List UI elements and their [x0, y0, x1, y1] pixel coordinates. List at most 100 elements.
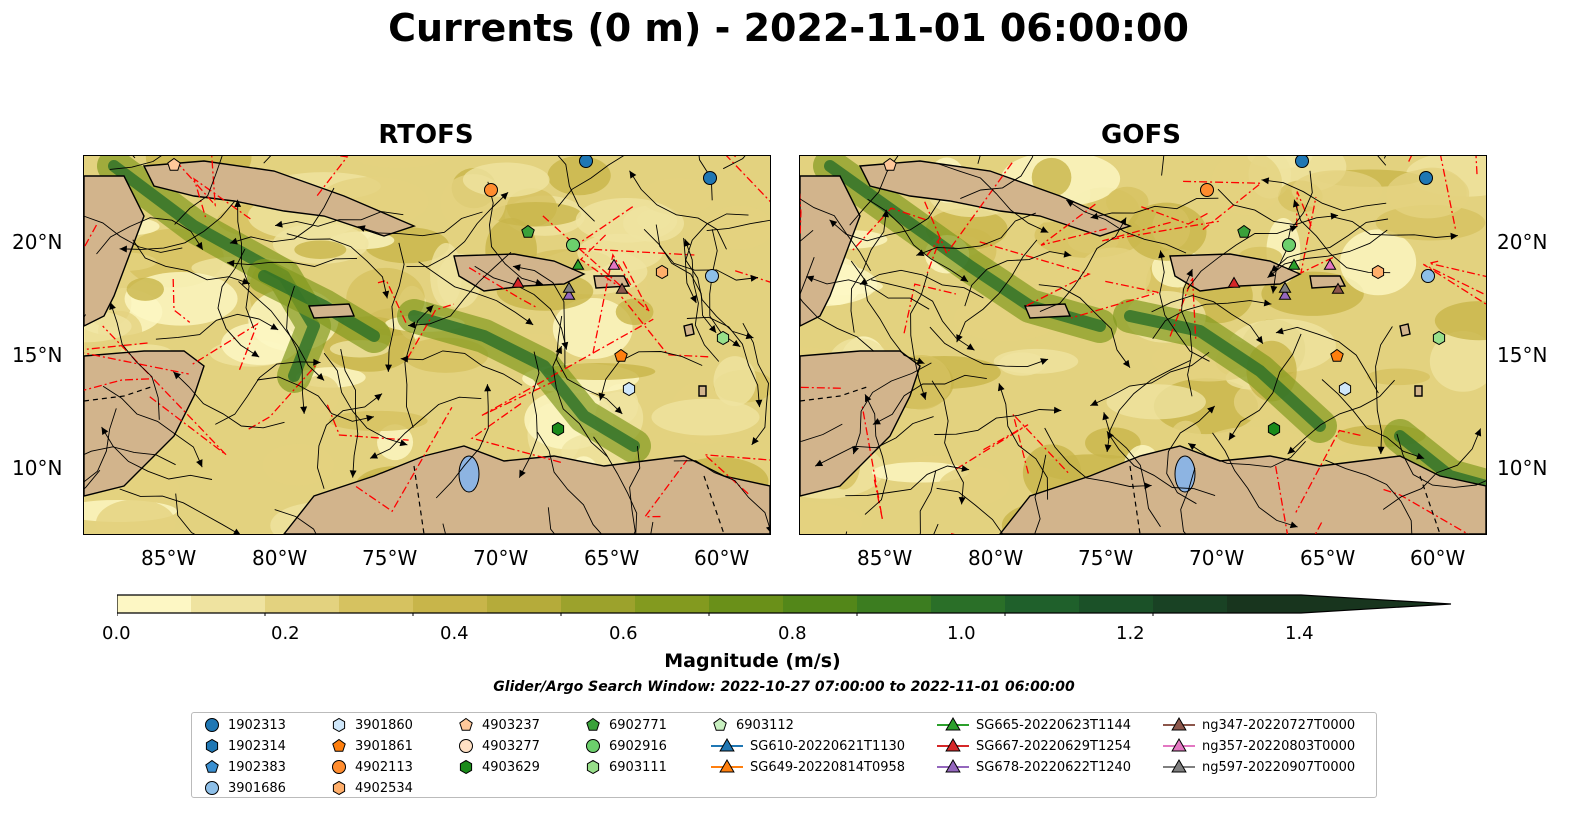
platform-marker: [551, 421, 565, 437]
lat-label-10n-left: 10°N: [12, 456, 63, 480]
platform-marker: [1287, 258, 1301, 270]
legend-marker-icon: [205, 781, 219, 795]
colorbar-tick: 1.2: [1116, 623, 1145, 644]
platform-marker: [562, 288, 576, 300]
legend-label: 4903277: [482, 738, 540, 754]
legend-item: ng597-20220907T0000: [1162, 757, 1355, 777]
country-borders: [800, 385, 1441, 534]
colorbar-tick: 1.0: [947, 623, 976, 644]
legend-item: 4902534: [329, 778, 413, 798]
legend-label: SG610-20220621T1130: [750, 738, 906, 754]
legend-label: 4902534: [355, 780, 413, 796]
map-panel-rtofs: [83, 155, 771, 535]
platform-marker: [1331, 282, 1345, 294]
platform-marker: [622, 381, 636, 397]
legend-item: 1902313: [202, 715, 286, 735]
eez-boundaries: [800, 156, 1486, 534]
platform-marker: [615, 282, 629, 294]
legend-marker-icon: [937, 737, 969, 752]
legend-marker-icon: [459, 759, 473, 775]
lat-label-20n-right: 20°N: [1497, 230, 1548, 254]
legend-marker-icon: [332, 760, 346, 774]
legend-label: 1902383: [228, 759, 286, 775]
map-gofs: [800, 156, 1486, 534]
platform-marker: [511, 276, 525, 288]
colorbar-segment: [117, 595, 192, 613]
search-window-text: Glider/Argo Search Window: 2022-10-27 07…: [493, 679, 1075, 695]
figure-title: Currents (0 m) - 2022-11-01 06:00:00: [388, 6, 1189, 50]
platform-marker: [655, 264, 669, 280]
colorbar-segment: [265, 595, 340, 613]
legend-marker-icon: [332, 738, 346, 752]
legend-item: SG610-20220621T1130: [710, 736, 905, 756]
colorbar-tick: 0.8: [778, 623, 807, 644]
lat-label-10n-right: 10°N: [1497, 456, 1548, 480]
legend-item: 1902383: [202, 757, 286, 777]
lake-maracaibo: [1174, 455, 1196, 493]
platform-marker: [167, 157, 181, 171]
platform-marker: [1295, 156, 1309, 168]
legend-label: 6902771: [609, 717, 667, 733]
platform-marker: [883, 157, 897, 171]
lat-label-20n-left: 20°N: [12, 230, 63, 254]
map-panel-gofs: [799, 155, 1487, 535]
map-rtofs: [84, 156, 770, 534]
legend-item: 4903629: [456, 757, 540, 777]
legend-marker-icon: [713, 717, 727, 731]
legend-marker-icon: [332, 780, 346, 796]
streamlines: [800, 156, 1486, 534]
platform-marker: [614, 348, 628, 362]
legend-marker-icon: [205, 759, 219, 773]
colorbar-segment: [635, 595, 710, 613]
platform-marker: [1432, 330, 1446, 346]
lon-label-65w-left: 65°W: [584, 546, 640, 570]
platform-marker: [1330, 348, 1344, 362]
platform-marker: [1282, 238, 1296, 252]
colorbar-segment: [339, 595, 414, 613]
panel-title-rtofs: RTOFS: [378, 120, 474, 150]
platform-marker: [716, 330, 730, 346]
legend-item: 6902771: [583, 715, 667, 735]
platform-marker: [1278, 288, 1292, 300]
legend-item: 6903111: [583, 757, 667, 777]
legend-label: 3901861: [355, 738, 413, 754]
colorbar-tick: 1.4: [1285, 623, 1314, 644]
legend-item: SG649-20220814T0958: [710, 757, 905, 777]
platform-marker: [1227, 276, 1241, 288]
platform-marker: [1278, 281, 1292, 293]
legend-label: 4903629: [482, 759, 540, 775]
platform-marker: [1267, 421, 1281, 437]
lon-label-60w-left: 60°W: [694, 546, 750, 570]
colorbar-segment: [709, 595, 784, 613]
legend-marker-icon: [937, 716, 969, 731]
observation-markers: [883, 156, 1446, 437]
legend-marker-icon: [205, 718, 219, 732]
legend-item: 6902916: [583, 736, 667, 756]
legend-item: SG665-20220623T1144: [936, 715, 1131, 735]
legend-label: 4903237: [482, 717, 540, 733]
legend-item: ng347-20220727T0000: [1162, 715, 1355, 735]
legend-item: 6903112: [710, 715, 794, 735]
platform-marker: [571, 258, 585, 270]
eez-boundaries: [84, 156, 770, 518]
legend-label: SG649-20220814T0958: [750, 759, 906, 775]
legend-label: 6902916: [609, 738, 667, 754]
colorbar-segment: [561, 595, 636, 613]
legend-marker-icon: [937, 758, 969, 773]
legend-item: 4902113: [329, 757, 413, 777]
legend-marker-icon: [205, 738, 219, 754]
colorbar-segment: [857, 595, 932, 613]
land-masses: [800, 160, 1486, 534]
colorbar-extend-arrow: [1301, 595, 1451, 613]
legend-item: 1902314: [202, 736, 286, 756]
legend-marker-icon: [1163, 716, 1195, 731]
platform-marker: [1200, 183, 1214, 197]
legend-marker-icon: [711, 737, 743, 752]
lon-label-85w-right: 85°W: [857, 546, 913, 570]
legend-item: 3901860: [329, 715, 413, 735]
legend-label: ng357-20220803T0000: [1202, 738, 1356, 754]
platform-marker: [484, 183, 498, 197]
colorbar-segment: [413, 595, 488, 613]
legend-label: SG665-20220623T1144: [976, 717, 1132, 733]
legend-label: SG678-20220622T1240: [976, 759, 1132, 775]
